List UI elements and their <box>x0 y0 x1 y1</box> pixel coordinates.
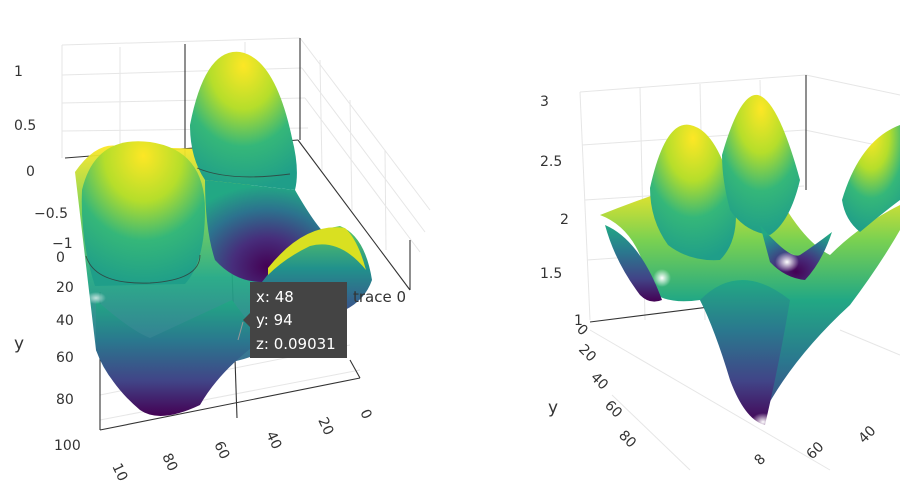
z-tick-left-0: 0 <box>26 164 35 180</box>
scene-right[interactable]: 3 2.5 2 1.5 1 0 20 40 60 80 y 8 60 40 <box>540 74 900 471</box>
z-axis-ticks-right: 3 2.5 2 1.5 1 <box>540 94 583 329</box>
z-tick-right-2: 2 <box>560 212 569 228</box>
surface-left-trough <box>96 300 262 416</box>
surface-right <box>600 94 900 431</box>
z-axis-ticks-left: 1 0.5 0 −0.5 −1 <box>14 64 73 252</box>
scene-left[interactable]: 1 0.5 0 −0.5 −1 0 20 40 60 80 100 y 10 8… <box>14 37 431 484</box>
y-tick-left-0: 0 <box>56 250 65 266</box>
surface-right-highlight-1 <box>653 269 671 287</box>
y-tick-left-40: 40 <box>56 313 74 329</box>
x-axis-ticks-left: 10 80 60 40 20 0 <box>108 407 374 484</box>
x-tick-left-0: 0 <box>356 407 374 422</box>
surface-right-highlight-4 <box>751 413 775 431</box>
z-tick-right-3: 3 <box>540 94 549 110</box>
surface-right-front-trough <box>700 280 790 425</box>
hover-y-value: y: 94 <box>256 311 293 329</box>
surface-left-contour-2 <box>196 167 291 178</box>
surface-right-highlight-2 <box>775 252 799 272</box>
x-tick-right-8: 8 <box>752 451 770 469</box>
y-tick-left-20: 20 <box>56 280 74 296</box>
hover-box <box>243 282 347 358</box>
hover-x-value: x: 48 <box>256 288 294 306</box>
y-axis-title-right: y <box>548 398 558 418</box>
z-tick-left-minus-0.5: −0.5 <box>34 206 68 222</box>
surface-left-wave-crest <box>268 227 366 275</box>
y-tick-left-80: 80 <box>56 392 74 408</box>
x-axis-ticks-right: 8 60 40 <box>752 423 880 469</box>
surface-right-peak-1 <box>650 124 736 261</box>
y-tick-right-60: 60 <box>601 398 625 422</box>
surface-right-peak-2 <box>722 94 800 235</box>
y-tick-right-80: 80 <box>615 428 639 452</box>
x-tick-left-60: 60 <box>210 439 232 462</box>
surface-left-contour-1 <box>85 254 201 284</box>
y-tick-left-60: 60 <box>56 350 74 366</box>
y-tick-left-100: 100 <box>54 438 81 454</box>
surface-left-peak-2 <box>190 51 297 191</box>
y-axis-ticks-left: 0 20 40 60 80 100 <box>54 250 81 454</box>
x-tick-left-10: 10 <box>108 461 130 484</box>
z-tick-left-1: 1 <box>14 64 23 80</box>
hover-trace-name: trace 0 <box>353 288 406 306</box>
hover-z-value: z: 0.09031 <box>256 335 336 353</box>
x-tick-left-80: 80 <box>158 451 180 474</box>
y-axis-title-left: y <box>14 334 24 354</box>
z-tick-right-1.5: 1.5 <box>540 266 562 282</box>
hover-tooltip: x: 48 y: 94 z: 0.09031 trace 0 <box>237 282 406 358</box>
surface-right-left-dip <box>605 225 662 302</box>
x-tick-right-40: 40 <box>856 423 880 447</box>
surface-left-highlight <box>86 292 106 304</box>
z-tick-right-1: 1 <box>574 313 583 329</box>
surface-left-peak-1 <box>81 141 205 286</box>
x-tick-left-20: 20 <box>314 415 336 438</box>
x-tick-left-40: 40 <box>262 429 284 452</box>
surface-right-highlight-3 <box>814 190 830 206</box>
hover-spike <box>237 321 244 341</box>
surface-right-peak-3 <box>842 125 900 232</box>
z-tick-left-minus-1: −1 <box>52 236 73 252</box>
y-tick-right-20: 20 <box>575 342 599 366</box>
y-tick-right-40: 40 <box>587 370 611 394</box>
x-tick-right-60: 60 <box>804 439 828 463</box>
y-axis-ticks-right: 0 20 40 60 80 <box>573 322 639 452</box>
z-tick-right-2.5: 2.5 <box>540 154 562 170</box>
z-tick-left-0.5: 0.5 <box>14 118 36 134</box>
